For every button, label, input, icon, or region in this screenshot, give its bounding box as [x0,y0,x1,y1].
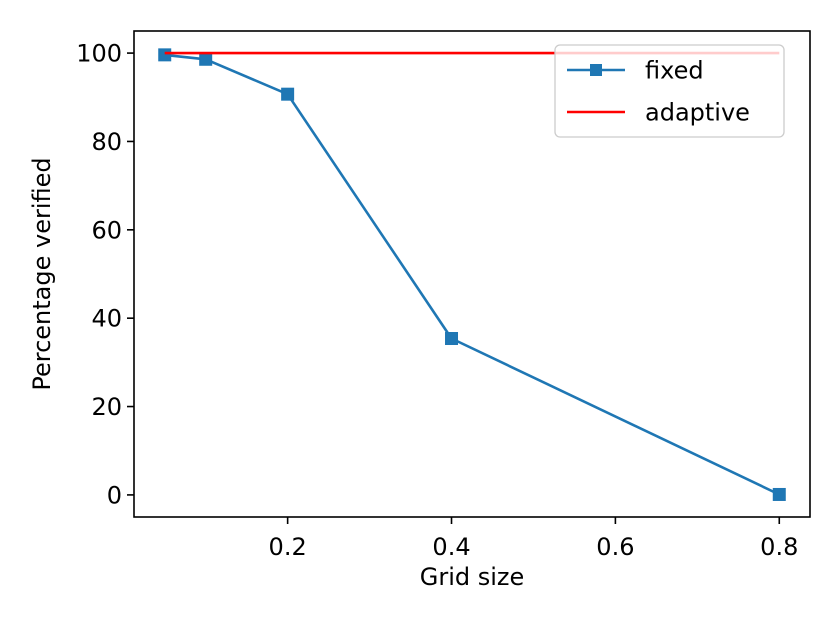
x-tick-label: 0.2 [269,533,307,561]
fixed-point [281,87,295,101]
x-tick-label: 0.6 [596,533,634,561]
legend: fixed adaptive [554,44,785,138]
y-tick-label: 40 [91,305,122,333]
x-tick-label: 0.4 [432,533,470,561]
fixed-point [158,48,172,62]
y-axis: 0 20 40 60 80 100 [76,40,134,509]
legend-box [554,44,785,138]
legend-marker-fixed [590,64,602,76]
legend-label-adaptive: adaptive [645,99,750,127]
y-tick-label: 80 [91,128,122,156]
x-axis-label: Grid size [420,563,525,591]
fixed-point [199,52,213,66]
x-axis: 0.2 0.4 0.6 0.8 [269,517,798,561]
y-tick-label: 0 [107,481,122,509]
y-tick-label: 20 [91,393,122,421]
y-tick-label: 60 [91,216,122,244]
x-tick-label: 0.8 [760,533,798,561]
fixed-point [772,487,786,501]
axes-frame [133,30,811,518]
y-axis-label: Percentage verified [28,157,56,390]
y-tick-label: 100 [76,40,122,68]
legend-label-fixed: fixed [645,57,704,85]
fixed-point [445,332,459,346]
